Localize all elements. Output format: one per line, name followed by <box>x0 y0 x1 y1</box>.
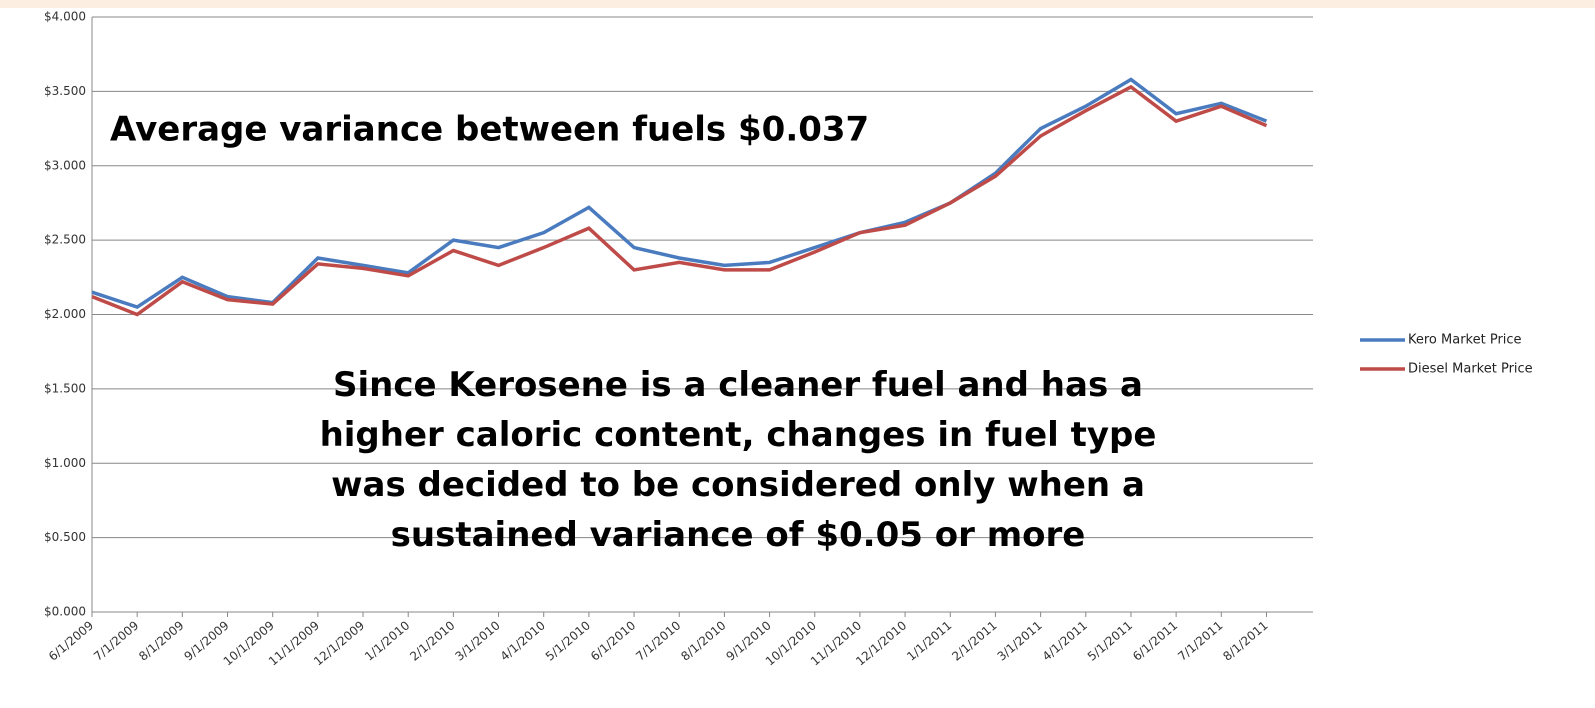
y-tick-label: $3.500 <box>44 84 86 98</box>
x-tick-label: 6/1/2010 <box>588 618 638 663</box>
x-tick-label: 6/1/2011 <box>1130 618 1180 663</box>
annotation: Average variance between fuels $0.037 <box>110 110 869 150</box>
y-tick-label: $2.000 <box>44 307 86 321</box>
x-tick-label: 1/1/2010 <box>362 618 412 663</box>
annotation: Since Kerosene is a cleaner fuel and has… <box>320 365 1157 555</box>
x-tick-label: 7/1/2009 <box>91 618 141 663</box>
x-tick-label: 1/1/2011 <box>904 618 954 663</box>
y-tick-label: $0.500 <box>44 530 86 544</box>
top-strip <box>0 0 1595 8</box>
y-tick-label: $0.000 <box>44 605 86 619</box>
x-tick-label: 7/1/2010 <box>633 618 683 663</box>
x-tick-label: 3/1/2011 <box>994 618 1044 663</box>
series-line <box>91 77 1268 309</box>
x-tick-label: 2/1/2010 <box>407 618 457 663</box>
x-tick-label: 8/1/2009 <box>136 618 186 663</box>
y-tick-label: $4.000 <box>44 10 86 24</box>
x-tick-label: 4/1/2010 <box>498 618 548 663</box>
x-tick-label: 6/1/2009 <box>46 618 96 663</box>
y-tick-label: $3.000 <box>44 158 86 172</box>
x-tick-label: 12/1/2010 <box>853 618 909 668</box>
y-tick-label: $1.500 <box>44 381 86 395</box>
x-tick-label: 12/1/2009 <box>311 618 367 668</box>
x-tick-label: 8/1/2010 <box>678 618 728 663</box>
y-tick-label: $2.500 <box>44 233 86 247</box>
series-line <box>91 84 1268 317</box>
x-tick-label: 4/1/2011 <box>1040 618 1090 663</box>
x-tick-label: 2/1/2011 <box>949 618 999 663</box>
y-tick-label: $1.000 <box>44 456 86 470</box>
x-tick-label: 3/1/2010 <box>452 618 502 663</box>
x-tick-label: 7/1/2011 <box>1175 618 1225 663</box>
legend-label: Diesel Market Price <box>1408 362 1533 377</box>
x-tick-label: 5/1/2010 <box>543 618 593 663</box>
x-tick-label: 5/1/2011 <box>1085 618 1135 663</box>
x-tick-label: 8/1/2011 <box>1220 618 1270 663</box>
legend-label: Kero Market Price <box>1408 333 1522 348</box>
